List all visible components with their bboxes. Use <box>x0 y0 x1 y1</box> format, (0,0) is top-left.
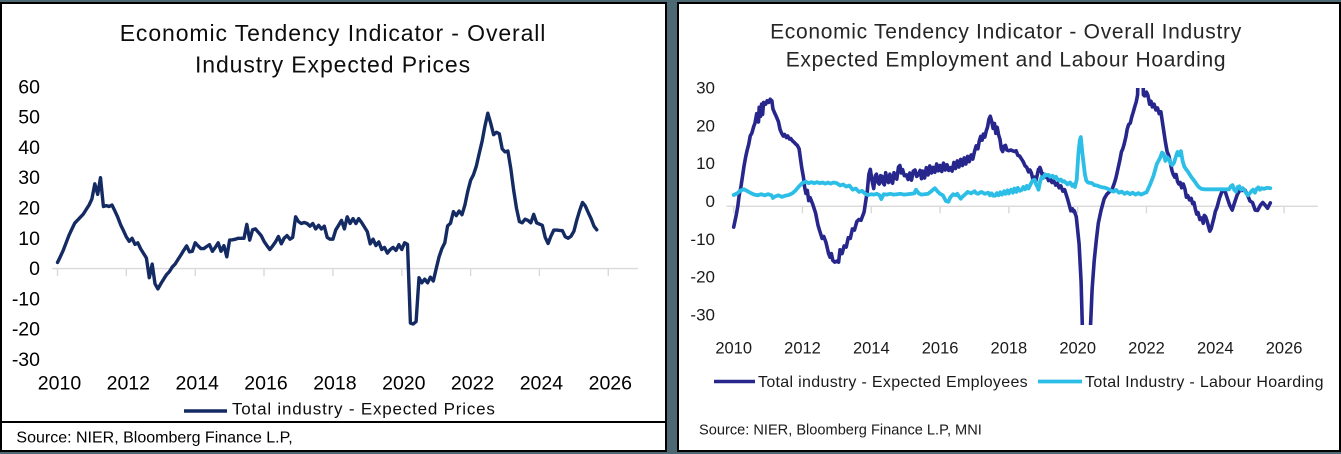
svg-text:Industry Expected Prices: Industry Expected Prices <box>195 52 471 78</box>
svg-text:Total Industry - Labour Hoardi: Total Industry - Labour Hoarding <box>1085 374 1324 391</box>
svg-text:-30: -30 <box>690 305 715 324</box>
svg-text:-20: -20 <box>690 268 715 287</box>
svg-text:Expected Employment and Labour: Expected Employment and Labour Hoarding <box>786 48 1227 71</box>
svg-text:2010: 2010 <box>38 373 82 395</box>
svg-text:2016: 2016 <box>922 340 959 358</box>
svg-text:40: 40 <box>18 137 40 159</box>
svg-text:-10: -10 <box>690 230 715 249</box>
svg-text:-30: -30 <box>12 349 40 371</box>
svg-text:2020: 2020 <box>1059 340 1096 358</box>
svg-text:-10: -10 <box>12 288 40 310</box>
svg-text:0: 0 <box>706 192 715 211</box>
svg-text:Total industry - Expected Empl: Total industry - Expected Employees <box>758 374 1028 391</box>
svg-text:60: 60 <box>18 76 40 98</box>
svg-text:Economic Tendency Indicator -: Economic Tendency Indicator - Overall In… <box>770 21 1242 44</box>
svg-text:2018: 2018 <box>991 340 1028 358</box>
svg-text:Source: NIER, Bloomberg Financ: Source: NIER, Bloomberg Finance L.P, MNI <box>699 423 982 439</box>
svg-text:2010: 2010 <box>715 340 752 358</box>
svg-text:2022: 2022 <box>1128 340 1165 358</box>
svg-text:2024: 2024 <box>520 373 564 395</box>
svg-text:Total industry - Expected Pric: Total industry - Expected Prices <box>232 400 496 419</box>
svg-text:Economic Tendency Indicator -: Economic Tendency Indicator - Overall <box>120 20 547 46</box>
svg-text:10: 10 <box>18 228 40 250</box>
svg-text:2014: 2014 <box>853 340 890 358</box>
svg-text:2022: 2022 <box>451 373 494 395</box>
svg-text:10: 10 <box>696 154 715 173</box>
svg-text:30: 30 <box>696 79 715 98</box>
svg-text:0: 0 <box>29 258 40 280</box>
svg-text:2016: 2016 <box>244 373 287 395</box>
svg-text:2026: 2026 <box>589 373 632 395</box>
svg-text:Source: NIER, Bloomberg Financ: Source: NIER, Bloomberg Finance L.P, <box>16 430 292 447</box>
svg-text:2014: 2014 <box>176 373 220 395</box>
svg-text:-20: -20 <box>12 319 40 341</box>
svg-text:2024: 2024 <box>1197 340 1234 358</box>
svg-text:50: 50 <box>18 107 40 129</box>
svg-text:20: 20 <box>696 116 715 135</box>
svg-text:2020: 2020 <box>382 373 426 395</box>
svg-text:2012: 2012 <box>107 373 150 395</box>
svg-text:2026: 2026 <box>1266 340 1303 358</box>
svg-text:2012: 2012 <box>784 340 821 358</box>
svg-text:30: 30 <box>18 167 40 189</box>
svg-text:2018: 2018 <box>313 373 356 395</box>
svg-text:20: 20 <box>18 198 40 220</box>
